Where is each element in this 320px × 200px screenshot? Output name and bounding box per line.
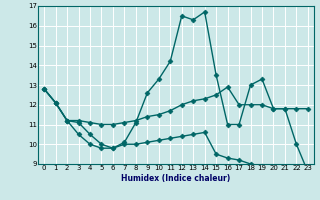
X-axis label: Humidex (Indice chaleur): Humidex (Indice chaleur) <box>121 174 231 183</box>
